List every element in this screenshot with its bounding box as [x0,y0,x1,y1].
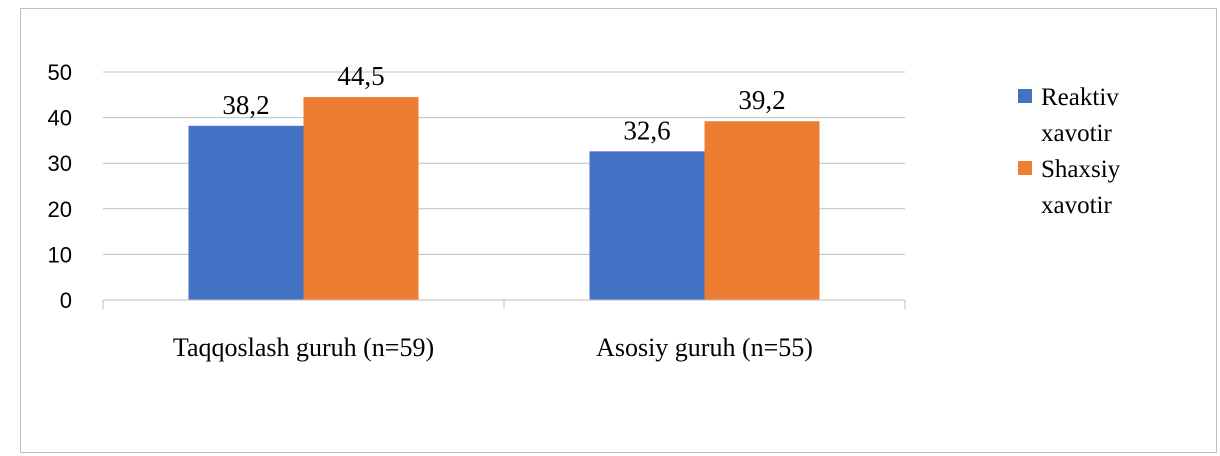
legend-swatch [1018,161,1032,175]
y-tick-label: 10 [48,242,72,267]
y-tick-label: 40 [48,106,72,131]
y-tick-label: 20 [48,197,72,222]
y-tick-label: 30 [48,151,72,176]
data-label: 39,2 [738,85,785,115]
data-label: 44,5 [337,61,384,91]
legend-swatch [1018,89,1032,103]
data-label: 32,6 [623,115,670,145]
y-tick-label: 0 [60,288,72,313]
axes: 0 10 20 30 40 50 [48,60,906,313]
bar [303,97,419,300]
data-label: 38,2 [222,90,269,120]
category-label: Taqqoslash guruh (n=59) [173,333,434,362]
bar [589,151,705,300]
legend-label: Reaktiv xavotir [1041,84,1119,147]
bar [188,125,304,300]
legend: Reaktiv xavotir Shaxsiy xavotir [1018,84,1121,219]
legend-label: Shaxsiy xavotir [1041,156,1121,219]
category-label: Asosiy guruh (n=55) [596,333,813,362]
bar [704,121,820,300]
labels: 38,2 44,5 Taqqoslash guruh (n=59) 32,6 39,2 A… [173,61,813,362]
y-tick-label: 50 [48,60,72,85]
bars [188,97,820,300]
